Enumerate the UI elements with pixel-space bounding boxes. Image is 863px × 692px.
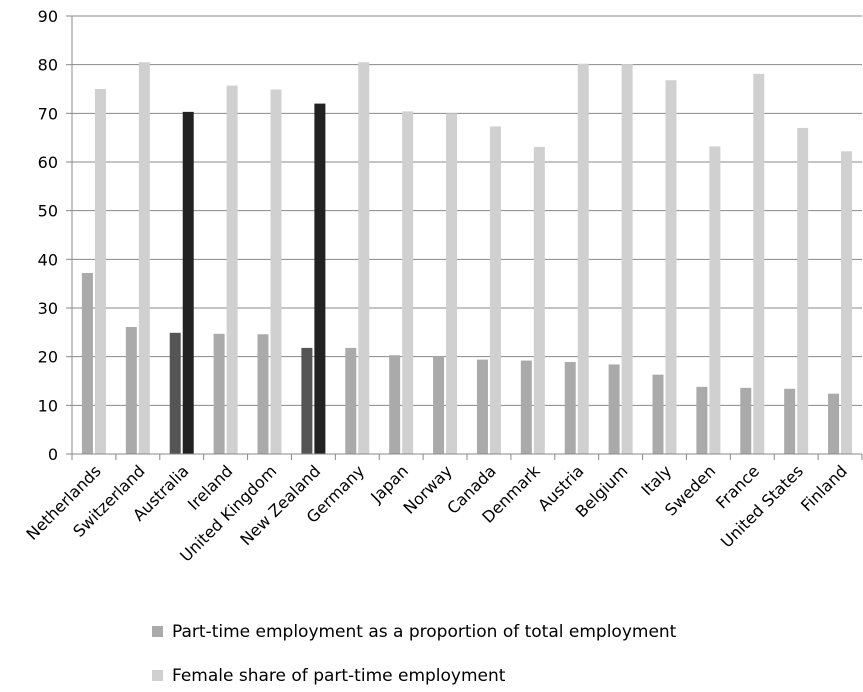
bar-part-time-share [740,387,752,454]
bar-part-time-share [608,364,620,454]
legend: Part-time employment as a proportion of … [152,622,677,686]
bar-female-share [270,89,282,454]
y-tick-label: 50 [38,202,58,221]
x-tick-label: Netherlands [22,461,104,543]
y-tick-label: 40 [38,250,58,269]
bar-part-time-share [81,272,93,454]
bar-female-share [489,126,501,455]
bar-part-time-share [169,332,181,454]
bar-part-time-share [345,347,357,454]
bars [81,62,853,455]
bar-female-share [621,64,633,455]
bar-female-share [138,62,150,454]
bar-female-share [94,89,106,454]
bar-part-time-share [125,326,137,454]
y-tick-label: 20 [38,348,58,367]
y-tick-label: 90 [38,7,58,26]
bar-female-share [665,80,677,455]
bar-female-share [709,146,721,454]
axes [66,15,863,460]
bar-female-share [314,103,326,454]
bar-part-time-share [389,355,401,454]
bar-female-share [577,63,589,455]
y-tick-label: 0 [48,445,58,464]
y-tick-label: 30 [38,299,58,318]
bar-female-share [182,111,194,454]
bar-part-time-share [828,393,840,454]
y-tick-labels: 0 10 20 30 40 50 60 70 80 90 [38,7,58,464]
bar-female-share [226,85,238,455]
bar-part-time-share [652,374,664,454]
bar-female-share [446,113,458,454]
bar-part-time-share [784,388,796,454]
bar-part-time-share [433,356,445,454]
legend-label: Part-time employment as a proportion of … [172,622,677,642]
x-tick-labels: NetherlandsSwitzerlandAustraliaIrelandUn… [22,461,851,566]
bar-part-time-share [257,334,269,454]
bar-part-time-share [564,362,576,454]
x-tick-label: Italy [637,461,675,499]
y-tick-label: 80 [38,56,58,75]
bar-part-time-share [301,347,313,454]
legend-swatch [152,670,163,681]
bar-female-share [841,151,853,454]
legend-label: Female share of part-time employment [172,666,506,686]
bar-part-time-share [696,386,708,454]
bar-female-share [402,111,414,455]
y-tick-label: 70 [38,104,58,123]
y-tick-label: 10 [38,396,58,415]
gridlines [72,15,862,406]
bar-female-share [753,73,765,454]
x-tick-label: Finland [797,461,851,515]
bar-part-time-share [213,333,225,454]
y-tick-label: 60 [38,153,58,172]
bar-female-share [797,127,809,454]
legend-swatch [152,626,163,637]
bar-female-share [533,146,545,454]
bar-female-share [358,62,370,454]
bar-part-time-share [520,360,532,454]
bar-part-time-share [476,359,488,454]
